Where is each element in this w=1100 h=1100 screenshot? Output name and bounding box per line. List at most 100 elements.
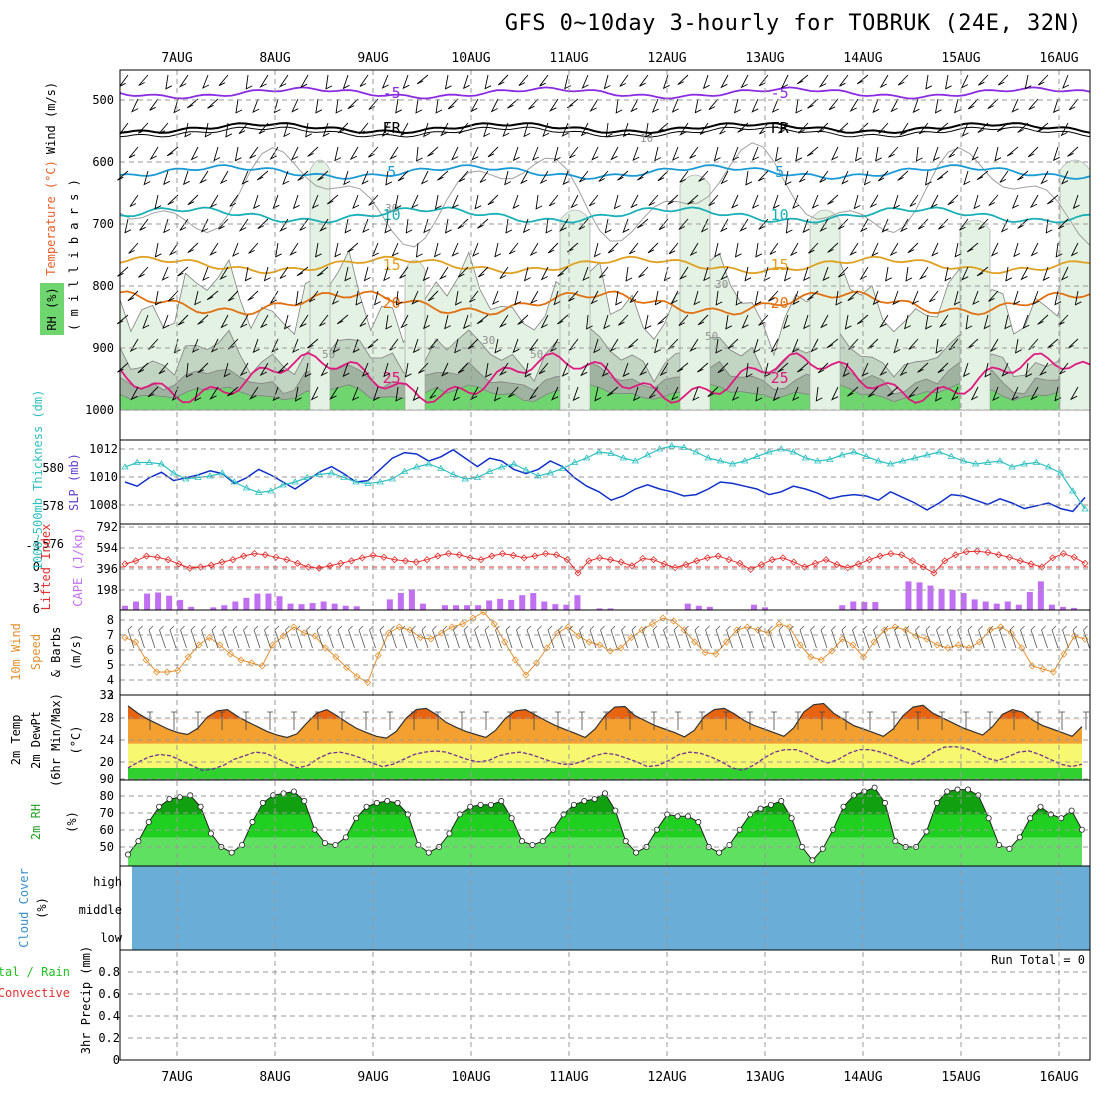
rh2m-tick: 80 <box>100 789 114 803</box>
wind-speed-marker <box>1060 650 1068 658</box>
rh2m-marker <box>695 819 702 826</box>
wind-barb-10m <box>726 625 733 649</box>
wind-barb-10m <box>789 625 796 649</box>
wind-barb <box>644 314 652 330</box>
slp-tick: 1010 <box>89 470 118 484</box>
rh2m-marker <box>259 799 266 806</box>
date-label-top: 14AUG <box>843 51 882 66</box>
wind-barb <box>1024 74 1032 90</box>
wind-barb <box>116 314 129 325</box>
wind-barb <box>315 98 323 114</box>
wind-barb <box>568 146 579 159</box>
lifted-index-marker <box>887 550 895 558</box>
wind-barb <box>872 290 880 306</box>
lifted-index-marker <box>196 563 205 571</box>
wind-barb <box>997 74 1009 86</box>
wind-barb <box>582 266 590 282</box>
wind-barb <box>252 194 260 210</box>
lifted-index-marker <box>822 556 830 564</box>
rh2m-marker <box>156 803 163 810</box>
wind-barb <box>733 98 741 114</box>
thickness-label: 1000~500mb Thickness (dm) <box>31 390 45 571</box>
wind-barb <box>917 362 929 373</box>
wind-barb <box>547 242 559 254</box>
cape-bar <box>1048 604 1055 610</box>
wind-barb <box>296 266 309 277</box>
cape-bar <box>563 604 570 610</box>
wind-speed-marker <box>195 641 203 649</box>
isotherm-freezing-2 <box>119 126 1091 138</box>
wind-barb <box>593 338 601 354</box>
wind-speed-marker <box>459 620 467 628</box>
wind-speed-marker <box>532 659 540 667</box>
wind-barb <box>422 266 430 282</box>
cape-bar <box>166 595 173 610</box>
wind-barb <box>961 266 969 281</box>
wind-barb <box>815 386 823 402</box>
wind-barb <box>163 170 171 186</box>
wind-barb-10m <box>442 625 450 649</box>
wind-barb <box>667 338 679 350</box>
isotherm-label: 25 <box>771 369 789 387</box>
wind-barb <box>568 290 579 302</box>
wind-barb <box>439 266 449 280</box>
wind-barb-10m <box>264 625 271 649</box>
wind-barb <box>676 362 689 373</box>
minmax-whisker <box>603 711 609 730</box>
wind-barb <box>462 74 470 90</box>
thickness-marker <box>1008 463 1016 470</box>
thickness-marker <box>291 478 299 485</box>
wind-barb <box>617 170 629 181</box>
upper-rh-label: RH (%) <box>45 287 59 330</box>
wind-barb <box>1037 314 1049 325</box>
date-label-top: 9AUG <box>357 51 388 66</box>
wind-tick: 5 <box>107 658 114 672</box>
wind-barb <box>149 146 159 161</box>
wind-barb <box>613 194 621 210</box>
lifted-index-marker <box>865 556 873 564</box>
temp-line <box>127 702 1083 739</box>
wind-barb <box>807 98 819 109</box>
thickness-marker <box>558 464 567 471</box>
lifted-index-marker <box>930 569 938 577</box>
minmax-whisker <box>699 711 705 730</box>
wind-barb <box>317 266 329 277</box>
thickness-marker <box>753 452 761 459</box>
lifted-index-marker <box>445 550 453 558</box>
lifted-index-tick: 6 <box>33 602 40 616</box>
pressure-tick: 600 <box>92 155 114 169</box>
rh-shade-90 <box>119 383 1091 411</box>
date-label-top: 12AUG <box>647 51 686 66</box>
wind-barb <box>529 338 539 351</box>
wind-barb <box>213 146 221 162</box>
wind-barb <box>1052 146 1060 162</box>
wind-barb <box>154 194 162 210</box>
wind-barb <box>529 242 539 257</box>
wind-barb <box>859 266 869 281</box>
wind-barb <box>606 386 619 397</box>
cape-bar <box>706 606 713 610</box>
wind-barb <box>329 386 339 400</box>
wind-barb <box>619 74 629 87</box>
wind-barb <box>598 170 609 182</box>
precip-label-1: Total / Rain <box>0 965 70 979</box>
wind-barb <box>514 290 522 306</box>
upper-mb-label: ( m i l l i b a r s ) <box>67 179 81 331</box>
wind-barb <box>755 386 763 402</box>
wind-barb-10m <box>589 625 597 649</box>
wind-barb <box>960 74 969 89</box>
wind-barb <box>702 74 710 90</box>
thickness-marker <box>716 457 725 464</box>
wind-barb-10m <box>348 625 355 649</box>
wind-barb <box>698 170 709 182</box>
rh2m-marker <box>1006 845 1013 852</box>
wind-barb <box>772 386 780 402</box>
wind-barb <box>197 362 209 374</box>
minmax-whisker <box>195 711 201 730</box>
wind-barb <box>1061 266 1069 281</box>
rh2m-marker <box>539 838 546 845</box>
wind-barb <box>837 266 849 278</box>
cape-bar <box>331 603 338 610</box>
lifted-index-marker <box>1049 554 1057 562</box>
wind-barb <box>847 386 859 397</box>
